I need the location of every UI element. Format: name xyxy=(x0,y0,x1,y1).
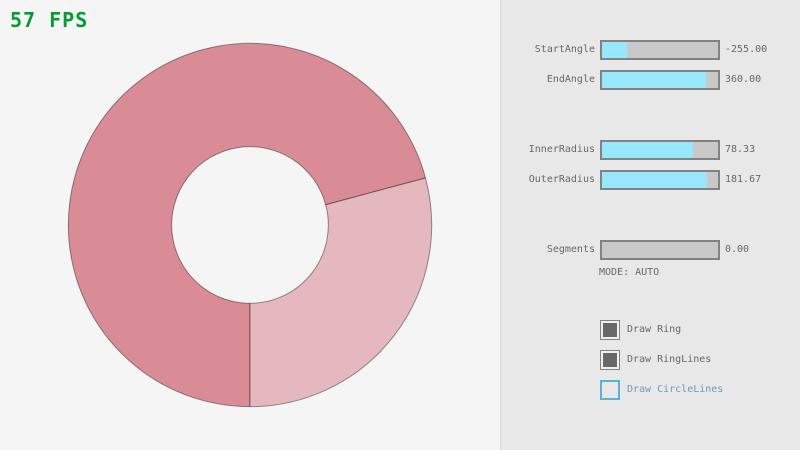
slider-innerradius[interactable] xyxy=(600,140,720,160)
slider-fill-endangle xyxy=(602,72,706,88)
slider-label-innerradius: InnerRadius xyxy=(528,144,595,155)
segments-mode-label: MODE: AUTO xyxy=(599,267,660,278)
slider-startangle[interactable] xyxy=(600,40,720,60)
checkbox-draw-circlelines[interactable] xyxy=(600,380,620,400)
ring-sector-overlap xyxy=(67,42,427,408)
slider-value-innerradius: 78.33 xyxy=(725,144,756,155)
slider-outerradius[interactable] xyxy=(600,170,720,190)
slider-fill-startangle xyxy=(602,42,627,58)
checkbox-draw-ringlines[interactable] xyxy=(600,350,620,370)
checkbox-label-draw-ringlines: Draw RingLines xyxy=(627,354,712,365)
slider-value-endangle: 360.00 xyxy=(725,74,762,85)
ring-sector-single xyxy=(249,177,433,408)
slider-value-outerradius: 181.67 xyxy=(725,174,762,185)
slider-segments[interactable] xyxy=(600,240,720,260)
slider-value-segments: 0.00 xyxy=(725,244,750,255)
slider-endangle[interactable] xyxy=(600,70,720,90)
slider-fill-innerradius xyxy=(602,142,693,158)
checkbox-draw-ring[interactable] xyxy=(600,320,620,340)
fps-counter: 57 FPS xyxy=(10,8,89,32)
slider-label-outerradius: OuterRadius xyxy=(528,174,595,185)
checkbox-label-draw-ring: Draw Ring xyxy=(627,324,682,335)
slider-fill-outerradius xyxy=(602,172,707,188)
slider-label-endangle: EndAngle xyxy=(546,74,595,85)
slider-label-startangle: StartAngle xyxy=(534,44,595,55)
checkbox-label-draw-circlelines: Draw CircleLines xyxy=(627,384,724,395)
slider-value-startangle: -255.00 xyxy=(725,44,768,55)
slider-label-segments: Segments xyxy=(546,244,595,255)
ring-canvas xyxy=(67,42,433,408)
